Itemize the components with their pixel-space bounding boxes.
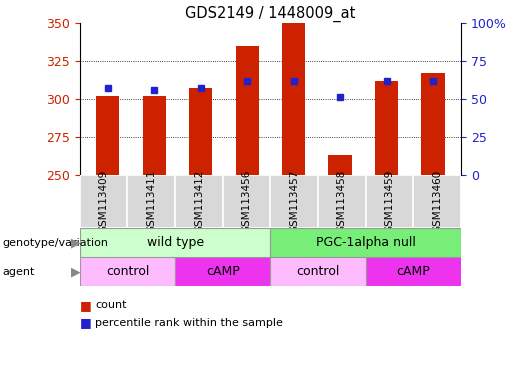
Text: PGC-1alpha null: PGC-1alpha null bbox=[316, 237, 416, 249]
Text: cAMP: cAMP bbox=[397, 265, 430, 278]
Text: GSM113411: GSM113411 bbox=[146, 170, 156, 233]
Text: GSM113457: GSM113457 bbox=[289, 170, 299, 233]
Bar bbox=[366, 175, 413, 228]
Text: ■: ■ bbox=[80, 316, 92, 329]
Title: GDS2149 / 1448009_at: GDS2149 / 1448009_at bbox=[185, 5, 355, 22]
Text: percentile rank within the sample: percentile rank within the sample bbox=[95, 318, 283, 328]
Bar bbox=[270, 175, 318, 228]
Text: count: count bbox=[95, 300, 127, 310]
Bar bbox=[222, 175, 270, 228]
Bar bbox=[235, 46, 259, 175]
Bar bbox=[128, 175, 175, 228]
Text: genotype/variation: genotype/variation bbox=[3, 238, 109, 248]
Text: wild type: wild type bbox=[147, 237, 203, 249]
Text: GSM113460: GSM113460 bbox=[432, 170, 442, 233]
Bar bbox=[318, 175, 366, 228]
Text: ■: ■ bbox=[80, 299, 92, 312]
Text: GSM113412: GSM113412 bbox=[194, 170, 204, 233]
Bar bbox=[80, 257, 175, 286]
Text: control: control bbox=[296, 265, 340, 278]
Bar bbox=[175, 175, 222, 228]
Text: ▶: ▶ bbox=[72, 237, 81, 249]
Bar bbox=[282, 23, 305, 175]
Text: ▶: ▶ bbox=[72, 265, 81, 278]
Bar bbox=[421, 73, 444, 175]
Text: control: control bbox=[106, 265, 149, 278]
Bar bbox=[270, 257, 366, 286]
Bar bbox=[96, 96, 119, 175]
Bar bbox=[270, 228, 461, 257]
Bar bbox=[80, 175, 128, 228]
Bar bbox=[413, 175, 461, 228]
Text: GSM113456: GSM113456 bbox=[242, 170, 251, 233]
Text: cAMP: cAMP bbox=[206, 265, 239, 278]
Bar bbox=[80, 228, 270, 257]
Bar bbox=[329, 155, 352, 175]
Bar bbox=[175, 257, 270, 286]
Bar bbox=[375, 81, 398, 175]
Text: GSM113458: GSM113458 bbox=[337, 170, 347, 233]
Bar bbox=[189, 88, 212, 175]
Bar bbox=[366, 257, 461, 286]
Text: GSM113409: GSM113409 bbox=[99, 170, 109, 233]
Text: agent: agent bbox=[3, 266, 35, 277]
Text: GSM113459: GSM113459 bbox=[385, 170, 394, 233]
Bar bbox=[143, 96, 166, 175]
